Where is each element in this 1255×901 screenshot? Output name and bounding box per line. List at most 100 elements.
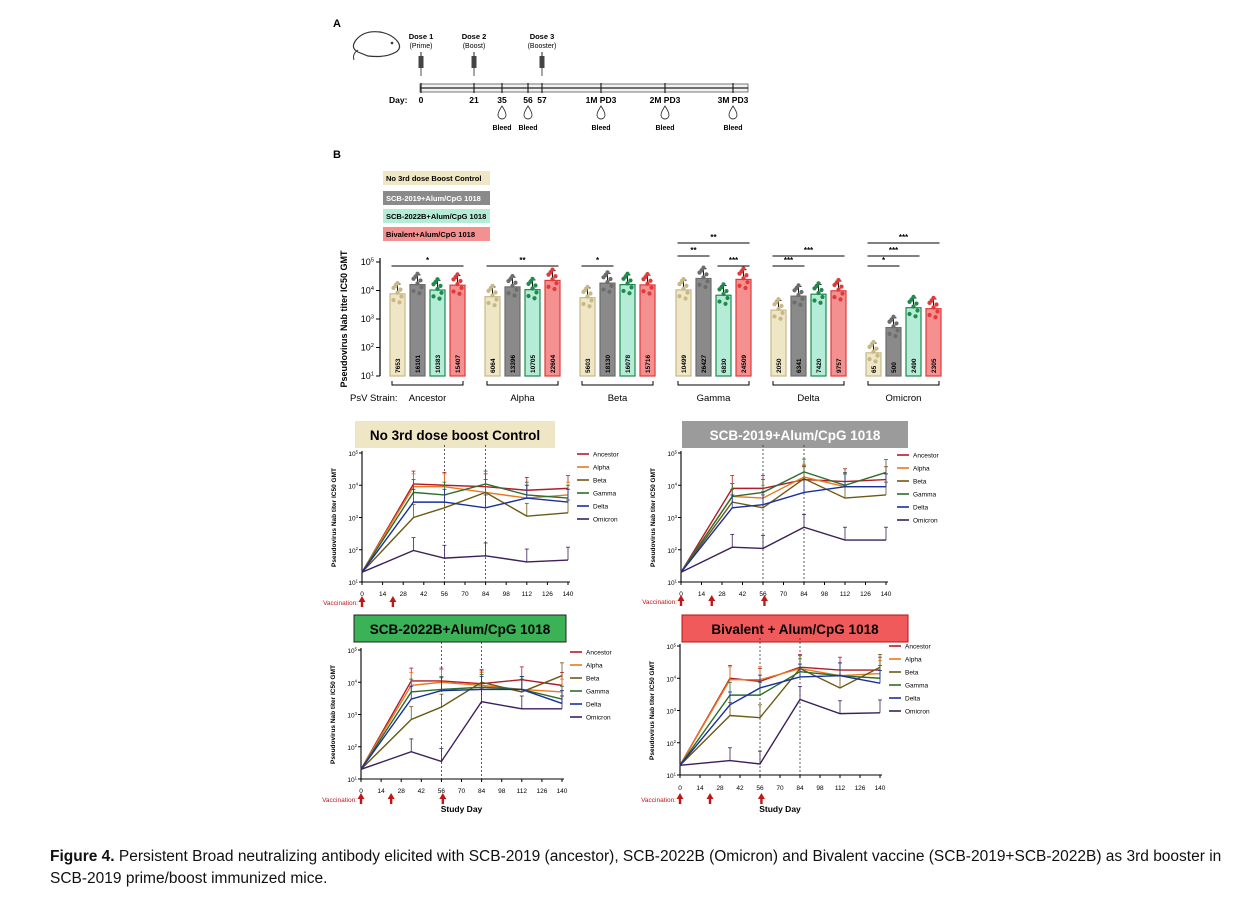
data-point	[398, 287, 403, 292]
data-point	[873, 359, 878, 364]
legend-label: Beta	[913, 479, 927, 486]
y-tick-label: 103	[347, 711, 357, 720]
data-point	[816, 290, 821, 296]
data-point	[724, 288, 729, 294]
x-tick-label: 0	[679, 591, 683, 598]
x-tick-label: 112	[840, 591, 851, 598]
data-point	[701, 275, 706, 280]
significance-marker: **	[519, 256, 526, 265]
data-point	[457, 291, 462, 296]
data-point	[588, 291, 593, 296]
mouse-tail-icon	[353, 49, 359, 61]
data-point	[701, 265, 706, 270]
bar-value-label: 10383	[435, 355, 442, 373]
data-point	[411, 276, 416, 281]
x-category-label: Gamma	[697, 393, 732, 404]
y-tick-label: 102	[666, 739, 676, 748]
legend-swatch	[383, 227, 490, 241]
figure-caption: Figure 4. Persistent Broad neutralizing …	[50, 846, 1230, 890]
legend-label: Beta	[593, 478, 607, 485]
bar-value-label: 7653	[395, 358, 402, 373]
data-point	[721, 282, 726, 287]
series-line	[680, 478, 887, 573]
x-tick-label: 126	[855, 785, 866, 792]
bar-value-label: 6341	[796, 358, 803, 373]
data-point	[546, 272, 551, 277]
panel-title-box	[681, 614, 909, 643]
data-point	[836, 277, 841, 283]
x-tick-label: 98	[503, 591, 511, 598]
bleed-label: Bleed	[518, 125, 537, 132]
legend-swatch	[383, 191, 490, 205]
series-line	[680, 526, 886, 573]
data-point	[438, 283, 443, 288]
x-tick-label: 70	[461, 591, 469, 598]
panel-b-label: B	[333, 149, 341, 161]
bar-value-label: 2490	[911, 358, 918, 373]
data-point	[798, 302, 803, 307]
x-tick-label: 140	[875, 785, 886, 792]
data-point	[533, 283, 538, 288]
data-point	[439, 290, 444, 295]
data-point	[681, 276, 686, 282]
y-tick-label: 101	[667, 578, 677, 587]
data-point	[792, 300, 797, 305]
series-line	[360, 675, 563, 770]
data-point	[935, 309, 940, 314]
data-point	[820, 294, 825, 300]
panel-a-label: A	[333, 18, 341, 30]
x-tick-label: 112	[522, 591, 533, 598]
significance-marker: ***	[889, 246, 899, 255]
data-point	[838, 297, 843, 302]
data-point	[513, 280, 518, 285]
data-point	[776, 297, 781, 302]
time-panel-bivalent: Bivalent + Alum/CpG 1018 101 102 103 104 105 0…	[641, 614, 931, 814]
x-tick-label: 84	[800, 591, 808, 598]
data-point	[554, 281, 559, 286]
data-point	[581, 301, 586, 307]
series-line	[360, 700, 562, 770]
data-point	[931, 305, 936, 310]
data-point	[891, 324, 896, 329]
y-tick-label: 102	[348, 546, 358, 555]
time-panel-scb2019: SCB-2019+Alum/CpG 1018 101 102 103 104 105 0 14…	[642, 421, 939, 606]
legend-label: Omicron	[593, 517, 618, 524]
data-point	[792, 288, 797, 293]
y-axis-label: Pseudovirus Nab titer IC50 GMT	[339, 250, 349, 388]
legend-label: SCB-2022B+Alum/CpG 1018	[386, 212, 486, 221]
data-point	[534, 290, 539, 295]
data-point	[907, 299, 912, 304]
y-tick-label: 101	[361, 371, 374, 381]
series-line	[680, 477, 887, 573]
data-point	[605, 279, 610, 285]
data-point	[395, 280, 400, 286]
data-point	[705, 279, 710, 284]
data-point	[891, 314, 896, 319]
x-tick-label: 56	[756, 785, 764, 792]
y-tick-label: 104	[347, 679, 357, 688]
y-tick-label: 104	[667, 482, 677, 491]
x-tick-label: 70	[458, 788, 466, 795]
legend-label: Omicron	[586, 715, 611, 722]
data-point	[818, 300, 823, 305]
x-tick-label: 14	[698, 591, 706, 598]
bar-value-label: 65	[871, 365, 878, 373]
series-line	[360, 678, 563, 770]
y-tick-label: 105	[666, 642, 676, 651]
y-tick-label: 105	[667, 449, 677, 458]
data-point	[629, 285, 634, 290]
dose-title: Dose 2	[462, 32, 487, 41]
data-point	[697, 270, 702, 275]
legend-label: Alpha	[905, 657, 922, 664]
y-tick-label: 103	[348, 514, 358, 523]
data-point	[927, 312, 932, 318]
x-tick-label: 42	[420, 591, 428, 598]
syringe-icon	[418, 56, 424, 68]
data-point	[435, 286, 440, 291]
legend-label: Delta	[905, 696, 921, 703]
data-point	[530, 286, 535, 291]
bar-value-label: 26427	[701, 355, 708, 373]
legend-label: Delta	[586, 702, 602, 709]
data-point	[526, 281, 531, 286]
data-point	[601, 287, 606, 292]
